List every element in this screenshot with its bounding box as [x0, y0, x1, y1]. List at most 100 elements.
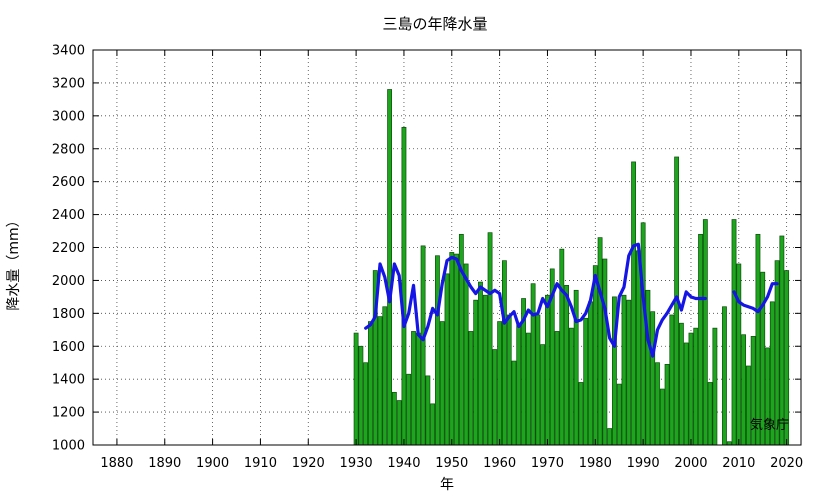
bar-2004	[707, 382, 713, 446]
bar-2011	[741, 334, 747, 446]
bar-1932	[363, 362, 369, 446]
bar-1957	[482, 294, 488, 446]
x-tick-label: 1930	[340, 456, 373, 471]
bar-2000	[688, 332, 694, 446]
x-axis-title: 年	[440, 477, 454, 493]
bar-1944	[420, 245, 426, 446]
bar-1963	[511, 360, 517, 446]
bar-1992	[650, 311, 656, 446]
bar-1974	[564, 285, 570, 446]
x-tick-label: 1890	[148, 456, 181, 471]
x-tick-label: 1900	[196, 456, 229, 471]
bar-1941	[406, 373, 412, 446]
y-tick-label: 3000	[52, 109, 85, 124]
bar-1936	[382, 306, 388, 446]
bar-1998	[678, 322, 684, 446]
bar-1973	[559, 248, 565, 446]
bar-1945	[425, 375, 431, 446]
bar-1955	[473, 299, 479, 446]
y-tick-label: 1800	[52, 307, 85, 322]
bar-1962	[506, 314, 512, 446]
bar-1972	[554, 331, 560, 446]
bar-1968	[535, 314, 541, 446]
x-tick-label: 1950	[435, 456, 468, 471]
bar-2003	[702, 219, 708, 446]
chart-title: 三島の年降水量	[382, 15, 487, 33]
source-credit: 気象庁	[750, 417, 789, 433]
bar-1943	[415, 332, 421, 446]
bar-1931	[358, 345, 364, 446]
y-tick-label: 3200	[52, 76, 85, 91]
bar-1981	[597, 237, 603, 446]
bar-1969	[540, 344, 546, 446]
bar-1967	[530, 283, 536, 446]
bar-1994	[659, 388, 665, 446]
bar-1959	[492, 349, 498, 446]
y-tick-label: 1600	[52, 340, 85, 355]
bar-2005	[712, 327, 718, 446]
bar-1948	[439, 321, 445, 446]
y-axis-title: 降水量（mm）	[6, 213, 22, 310]
bar-1999	[683, 342, 689, 446]
axes: 1000 1200 1400 1600 1800 2000 2200 2400 2600 2800…	[52, 44, 803, 472]
bar-2019	[779, 235, 785, 446]
bar-1953	[463, 263, 469, 446]
bar-1949	[444, 273, 450, 446]
x-tick-label: 1940	[387, 456, 420, 471]
bar-1964	[516, 322, 522, 446]
bar-1937	[387, 89, 393, 446]
bar-1950	[449, 252, 455, 446]
bar-1951	[454, 253, 459, 446]
bar-1983	[607, 428, 613, 446]
bar-2001	[693, 327, 699, 446]
y-tick-label: 2400	[52, 208, 85, 223]
x-tick-label: 1980	[579, 456, 612, 471]
bar-2002	[698, 233, 703, 446]
bar-1933	[368, 321, 373, 446]
moving-average-line-2	[732, 282, 779, 314]
x-tick-label: 2000	[674, 456, 707, 471]
bar-2010	[736, 263, 742, 446]
y-tick-label: 2600	[52, 175, 85, 190]
bar-1988	[631, 161, 636, 446]
bar-1960	[497, 321, 503, 446]
x-tick-label: 1920	[292, 456, 325, 471]
y-tick-label: 3400	[52, 44, 85, 59]
x-tick-label: 1910	[244, 456, 277, 471]
y-tick-label: 2000	[52, 274, 85, 289]
y-tick-label: 2200	[52, 241, 85, 256]
bar-1938	[391, 391, 397, 446]
bar-1935	[377, 316, 383, 446]
bar-1995	[664, 364, 670, 446]
x-tick-label: 2020	[770, 456, 803, 471]
bar-1970	[545, 294, 550, 446]
bar-1978	[583, 317, 589, 446]
bar-1954	[468, 331, 474, 446]
bar-1939	[396, 400, 402, 446]
bar-1989	[635, 250, 641, 446]
bar-1986	[621, 294, 627, 446]
bar-2007	[722, 306, 727, 446]
bar-1990	[640, 222, 646, 446]
bar-1961	[501, 260, 507, 446]
x-tick-label: 1960	[483, 456, 516, 471]
bar-2009	[731, 219, 737, 446]
bar-1975	[568, 327, 574, 446]
bar-1966	[525, 332, 531, 446]
bar-2014	[755, 233, 761, 446]
bar-1982	[602, 258, 608, 446]
bar-1996	[669, 314, 675, 446]
bar-1940	[401, 127, 407, 446]
y-tick-label: 1200	[52, 406, 85, 421]
y-tick-label: 1400	[52, 373, 85, 388]
bar-1947	[435, 255, 440, 446]
bar-1977	[578, 382, 584, 446]
moving-average-series	[364, 242, 779, 358]
bar-1985	[616, 383, 622, 446]
bar-1987	[626, 299, 632, 446]
y-tick-label: 2800	[52, 142, 85, 157]
bar-1958	[487, 232, 493, 446]
bar-1930	[353, 332, 359, 446]
bar-1993	[655, 362, 660, 446]
